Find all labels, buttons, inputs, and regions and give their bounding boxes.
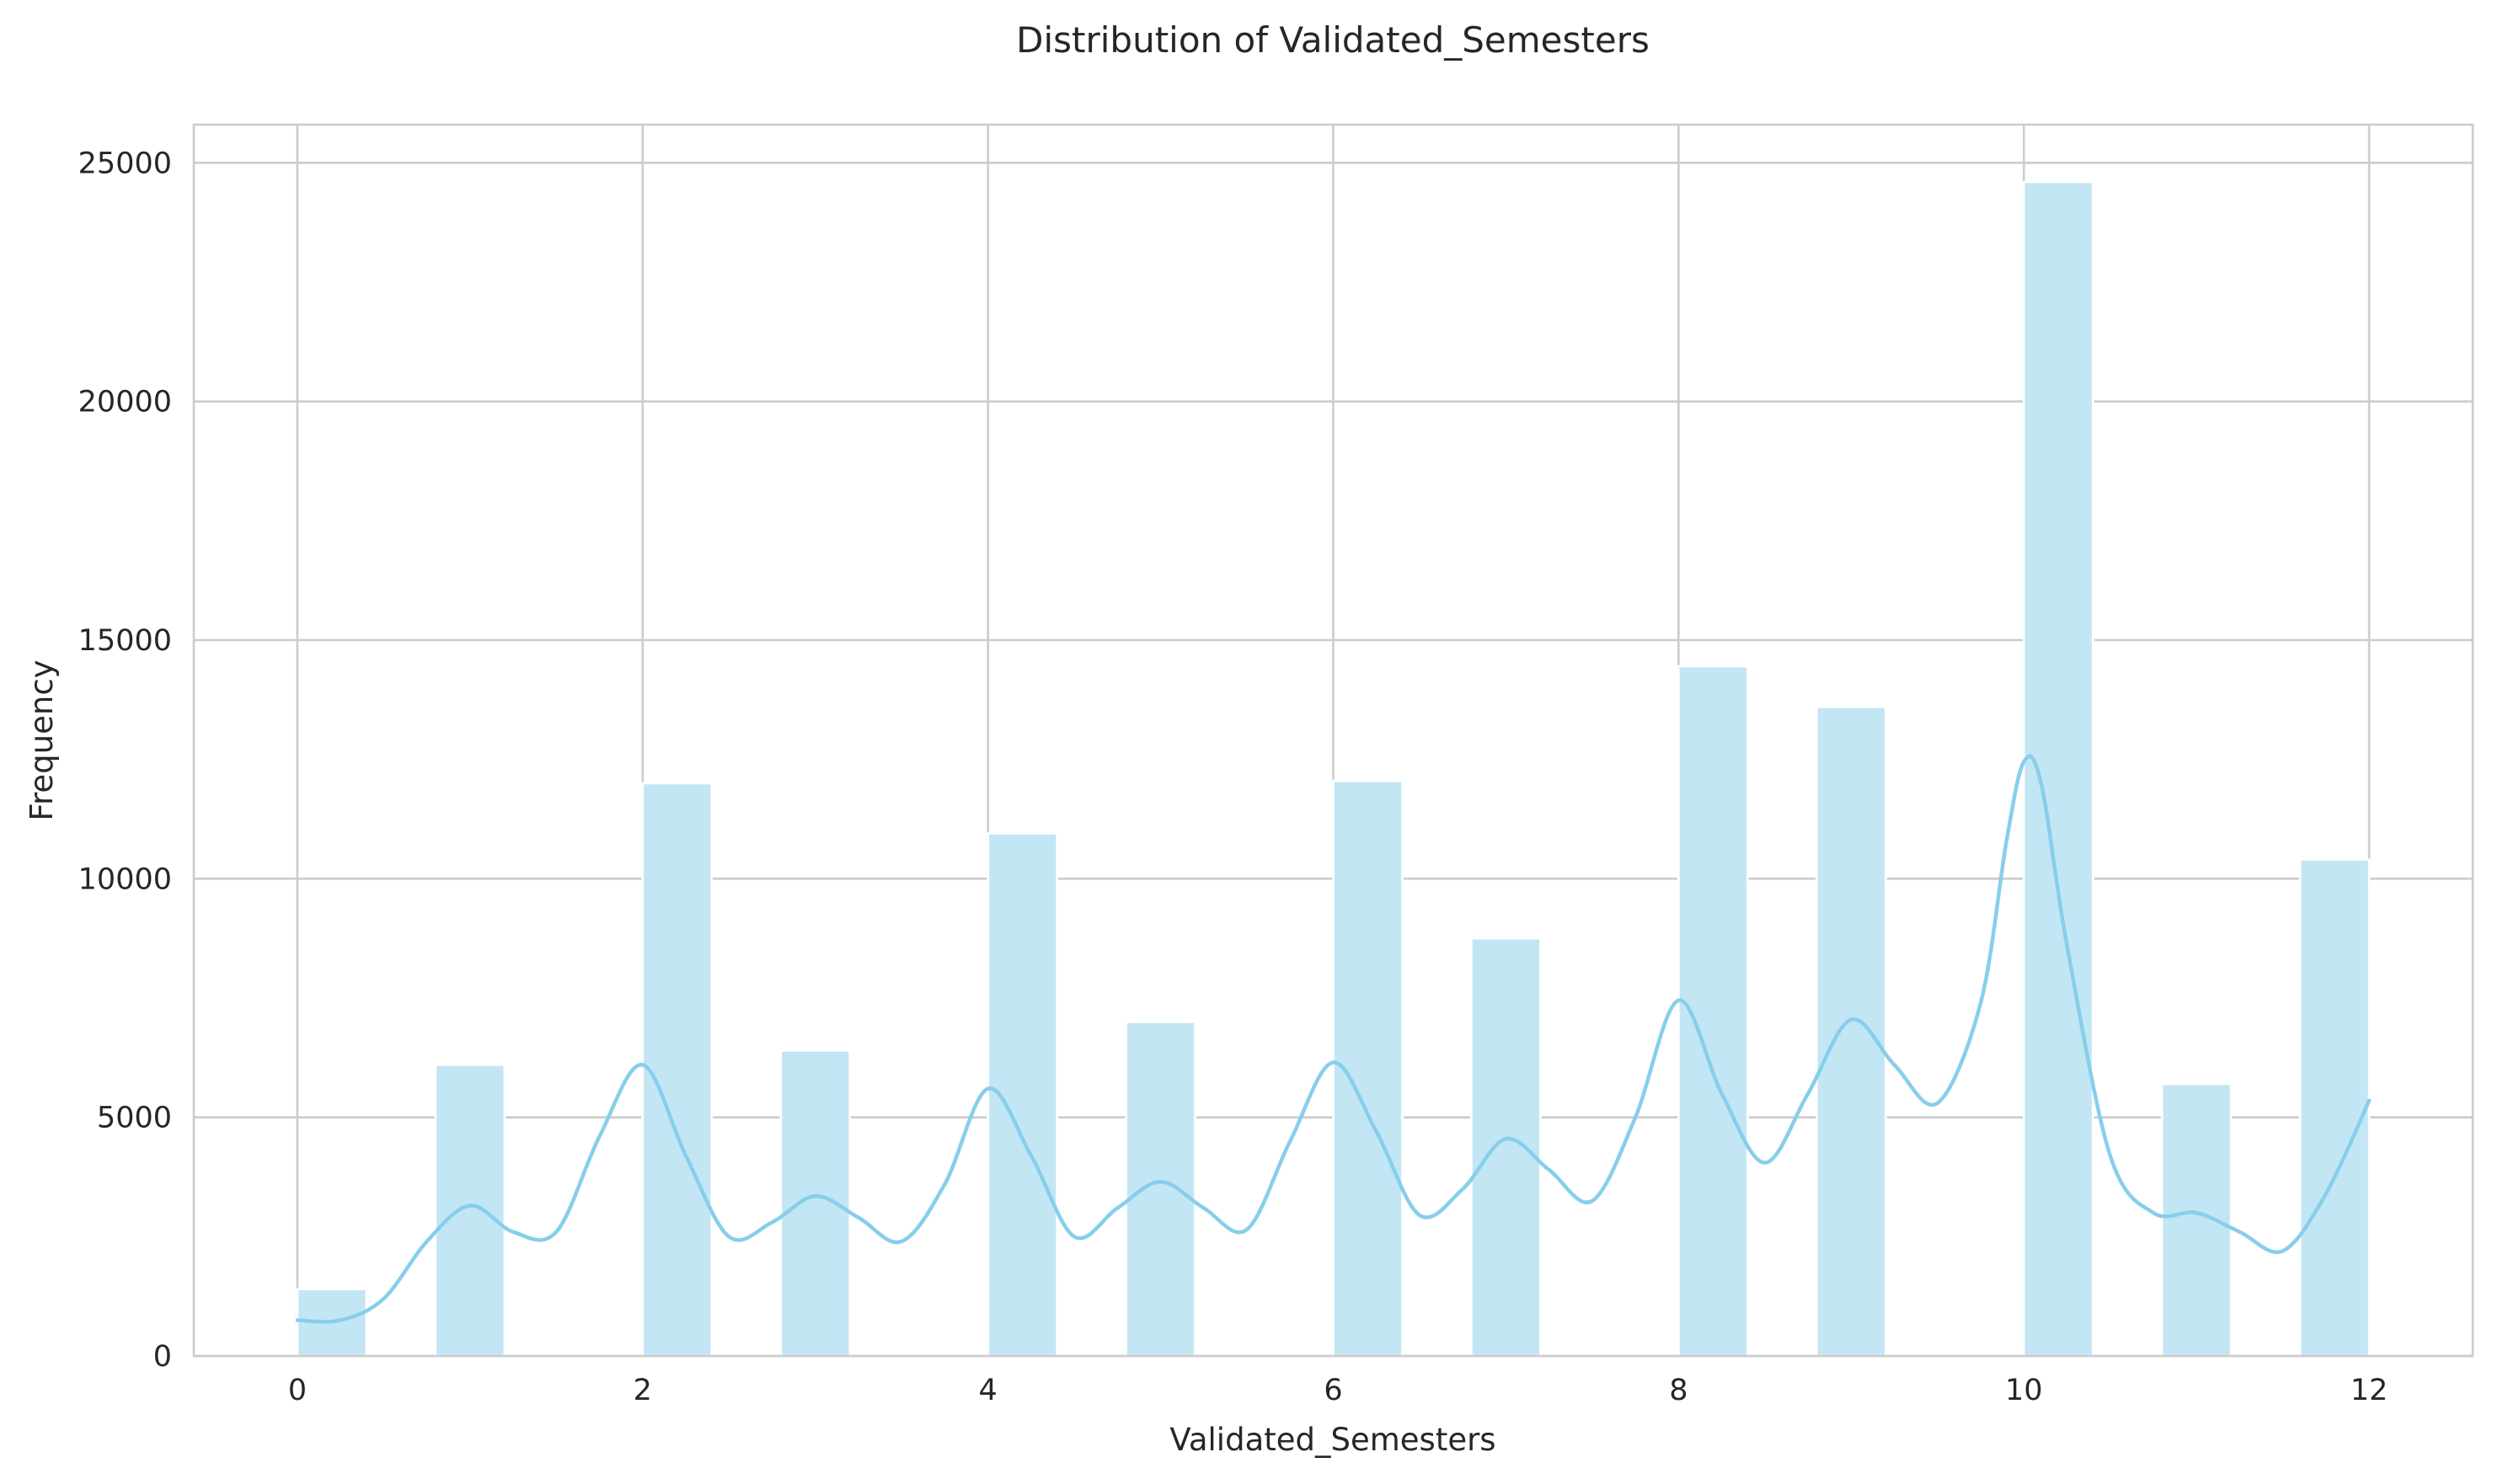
x-tick-label: 0 bbox=[288, 1374, 307, 1407]
x-axis-label: Validated_Semesters bbox=[1169, 1422, 1495, 1458]
histogram-bar-11 bbox=[2160, 1082, 2233, 1358]
histogram-bar-2 bbox=[641, 782, 714, 1358]
x-tick-label: 4 bbox=[979, 1374, 998, 1407]
y-tick-label: 25000 bbox=[78, 147, 172, 180]
bar-layer bbox=[296, 180, 2371, 1358]
x-tick-label: 6 bbox=[1324, 1374, 1342, 1407]
x-tick-label: 12 bbox=[2351, 1374, 2388, 1407]
y-tick-label: 15000 bbox=[78, 624, 172, 658]
x-tick-label: 10 bbox=[2005, 1374, 2043, 1407]
kde-curve bbox=[295, 754, 2372, 1324]
plot-frame bbox=[192, 123, 2474, 1358]
histogram-bar-5 bbox=[1125, 1021, 1196, 1358]
chart-title: Distribution of Validated_Semesters bbox=[1016, 19, 1650, 61]
histogram-bar-12 bbox=[2298, 858, 2371, 1358]
y-tick-label: 10000 bbox=[78, 862, 172, 896]
x-tick-label: 2 bbox=[634, 1374, 652, 1407]
y-axis-label: Frequency bbox=[24, 659, 60, 820]
histogram-bar-9 bbox=[1815, 706, 1887, 1358]
y-axis-ticks: 0 5000 10000 15000 20000 25000 bbox=[78, 147, 172, 1374]
histogram-bar-1 bbox=[434, 1064, 506, 1358]
kde-layer bbox=[295, 754, 2372, 1324]
histogram-bar-10 bbox=[2022, 180, 2094, 1358]
y-tick-label: 5000 bbox=[97, 1102, 172, 1135]
histogram-bar-7 bbox=[1470, 937, 1542, 1358]
x-axis-ticks: 0 2 4 6 8 10 12 bbox=[288, 1374, 2388, 1407]
y-tick-label: 20000 bbox=[78, 386, 172, 419]
x-tick-label: 8 bbox=[1669, 1374, 1688, 1407]
y-tick-label: 0 bbox=[153, 1340, 172, 1374]
